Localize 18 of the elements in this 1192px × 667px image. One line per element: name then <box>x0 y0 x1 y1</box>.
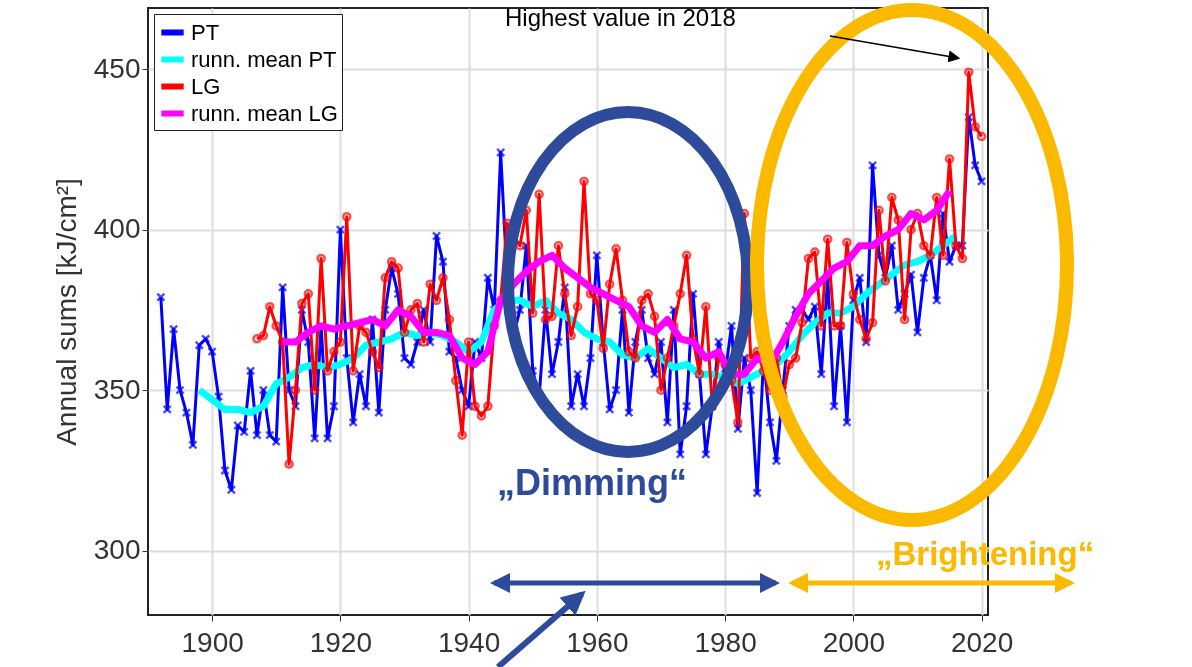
y-tick-label: 350 <box>93 373 141 405</box>
x-tick-label: 1960 <box>566 626 629 658</box>
legend-label: PT <box>191 19 220 45</box>
y-axis-title: Annual sums [kJ/cm²] <box>50 178 82 446</box>
x-tick-label: 1900 <box>181 626 244 658</box>
y-tick-label: 450 <box>93 52 141 84</box>
annotation: „Dimming“ <box>497 462 688 504</box>
x-tick-label: 1980 <box>694 626 757 658</box>
x-tick-label: 2000 <box>822 626 885 658</box>
legend-label: runn. mean PT <box>191 46 337 72</box>
y-tick-label: 300 <box>93 534 141 566</box>
x-tick-label: 1940 <box>437 626 501 658</box>
x-tick-label: 2020 <box>950 626 1014 658</box>
annotation: Highest value in 2018 <box>505 4 736 32</box>
legend-label: runn. mean LG <box>191 100 338 126</box>
legend-label: LG <box>191 73 221 99</box>
x-tick-label: 1920 <box>309 626 373 658</box>
y-tick-label: 400 <box>93 213 141 245</box>
